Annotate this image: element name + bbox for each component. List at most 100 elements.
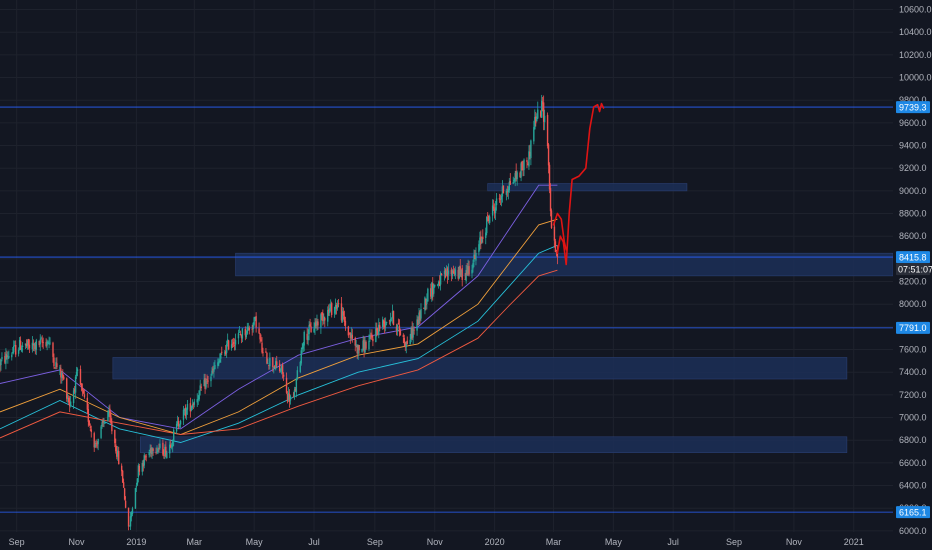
candle-body (38, 340, 40, 346)
zone-box[interactable] (112, 357, 848, 380)
candle-body (437, 281, 440, 286)
candle-body (281, 364, 284, 374)
candle-body (459, 266, 461, 275)
candle-body (438, 281, 441, 286)
candle-body (41, 339, 43, 343)
candle-body (39, 339, 41, 345)
candle-body (540, 111, 542, 117)
candle-body (251, 328, 253, 330)
candle-body (286, 393, 289, 402)
price-axis[interactable]: 10600.0 10400.0 10200.0 10000.0 9800.0 9600.0… (899, 5, 932, 536)
candle-body (446, 268, 449, 277)
candle-body (334, 304, 337, 309)
candle-body (144, 456, 146, 458)
candle-body (537, 109, 539, 119)
candle-body (143, 455, 145, 466)
candle-body (372, 338, 374, 342)
candle-body (411, 327, 413, 339)
candle-body (433, 286, 435, 294)
candle-body (13, 345, 15, 353)
candle-body (214, 365, 216, 370)
candle-body (385, 322, 388, 324)
candle-body (261, 342, 263, 353)
x-tick-label: 2021 (844, 537, 864, 547)
candle-body (266, 352, 268, 364)
candle-body (396, 324, 399, 332)
forecast-path[interactable] (556, 102, 605, 266)
y-tick-label: 7600.0 (899, 345, 927, 355)
candle-body (337, 303, 340, 304)
candle-body (340, 303, 343, 321)
x-tick-label: Mar (546, 537, 562, 547)
candle-body (124, 500, 127, 508)
zone-box[interactable] (140, 436, 848, 453)
candle-body (479, 237, 481, 245)
price-badge-label: 8415.8 (899, 252, 927, 262)
y-tick-label: 9200.0 (899, 163, 927, 173)
candle-body (164, 447, 166, 455)
candle-body (178, 425, 181, 427)
candle-body (425, 298, 427, 306)
candle-body (362, 340, 364, 349)
candle-body (1, 357, 3, 360)
candle-body (316, 321, 318, 326)
candle-body (67, 398, 69, 399)
candle-body (103, 422, 105, 424)
candle-body (520, 163, 522, 178)
zone-box[interactable] (487, 183, 688, 192)
zone-box[interactable] (235, 252, 894, 277)
candle-body (513, 180, 515, 182)
candle-body (554, 241, 557, 253)
candle-body (110, 415, 112, 424)
forecast-path[interactable] (552, 212, 567, 251)
candle-body (310, 326, 312, 333)
candle-body (48, 343, 50, 344)
candle-body (494, 207, 497, 213)
candle-body (213, 368, 215, 372)
time-axis[interactable]: Sep Nov 2019 Mar May Jul Sep Nov 2020 Mar May Jul Se… (9, 537, 864, 547)
candle-body (15, 345, 17, 355)
x-tick-label: Jul (308, 537, 320, 547)
candle-body (156, 450, 158, 452)
candle-body (342, 311, 345, 316)
candle-body (512, 181, 514, 184)
candle-body (225, 351, 227, 355)
candle-body (45, 342, 47, 347)
candle-body (419, 311, 421, 321)
candle-body (492, 207, 495, 209)
x-tick-label: Sep (726, 537, 742, 547)
candle-body (142, 462, 144, 467)
candle-body (354, 337, 356, 346)
candle-body (365, 341, 367, 349)
candle-body (344, 320, 347, 326)
candle-body (355, 344, 357, 346)
candle-body (335, 304, 338, 309)
candle-body (555, 250, 558, 252)
candle-body (246, 326, 248, 334)
candle-body (491, 205, 494, 216)
y-tick-label: 6400.0 (899, 481, 927, 491)
forecast-drawing (552, 102, 605, 266)
horizontal-levels (0, 106, 893, 513)
y-tick-label: 10200.0 (899, 50, 932, 60)
candle-body (356, 345, 358, 354)
candle-body (260, 339, 262, 341)
candle-body (254, 316, 256, 319)
candle-body (309, 324, 311, 327)
candle-body (530, 140, 532, 158)
candle-body (219, 359, 221, 363)
candle-body (12, 352, 14, 354)
candle-body (199, 385, 201, 391)
candle-body (141, 463, 143, 472)
candle-body (409, 339, 411, 345)
y-tick-label: 8800.0 (899, 209, 927, 219)
candle-body (7, 357, 9, 359)
candle-body (535, 116, 537, 124)
candle-body (157, 448, 159, 452)
candle-body (255, 316, 257, 328)
candle-body (90, 429, 92, 433)
candle-body (478, 244, 480, 253)
candle-body (453, 272, 456, 274)
candle-body (371, 334, 373, 338)
